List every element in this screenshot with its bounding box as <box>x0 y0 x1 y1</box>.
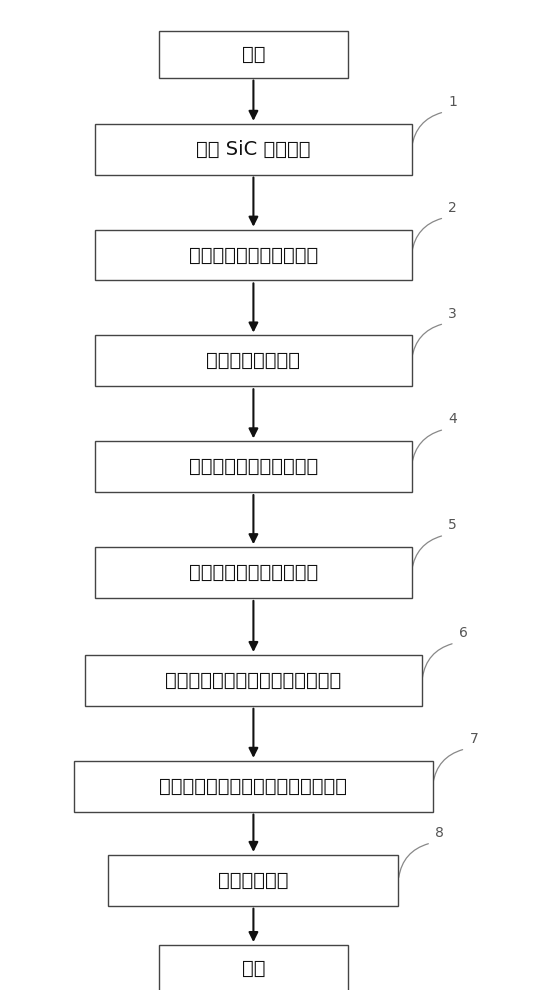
FancyBboxPatch shape <box>109 855 399 906</box>
FancyBboxPatch shape <box>85 655 422 706</box>
FancyBboxPatch shape <box>159 945 348 992</box>
Text: 匀光刻胶及光刻注入图形: 匀光刻胶及光刻注入图形 <box>189 563 318 582</box>
FancyBboxPatch shape <box>96 441 412 492</box>
Text: 继续刻蚀或腐蚀至离子牺牲层上表面: 继续刻蚀或腐蚀至离子牺牲层上表面 <box>159 777 348 796</box>
Text: 结束: 结束 <box>242 959 265 978</box>
FancyBboxPatch shape <box>74 761 433 812</box>
Text: 清洗 SiC 外延衬底: 清洗 SiC 外延衬底 <box>196 140 311 159</box>
Text: 刻蚀掩蔽层至选择性截止层上表面: 刻蚀掩蔽层至选择性截止层上表面 <box>165 671 341 690</box>
FancyBboxPatch shape <box>96 335 412 386</box>
Text: 1: 1 <box>449 95 457 109</box>
Text: 开始: 开始 <box>242 45 265 64</box>
FancyBboxPatch shape <box>96 124 412 175</box>
Text: 生长高温离子注入掩蔽层: 生长高温离子注入掩蔽层 <box>189 457 318 476</box>
Text: 8: 8 <box>435 826 444 840</box>
FancyBboxPatch shape <box>96 230 412 280</box>
Text: 去除光刻胶等: 去除光刻胶等 <box>218 871 289 890</box>
Text: 2: 2 <box>449 201 457 215</box>
Text: 生长选择性截止层: 生长选择性截止层 <box>206 351 300 370</box>
FancyBboxPatch shape <box>96 547 412 598</box>
Text: 3: 3 <box>449 307 457 321</box>
Text: 5: 5 <box>449 518 457 532</box>
Text: 生长超薄离子注入牺牲层: 生长超薄离子注入牺牲层 <box>189 245 318 264</box>
Text: 7: 7 <box>469 732 478 746</box>
Text: 4: 4 <box>449 412 457 426</box>
FancyBboxPatch shape <box>159 31 348 78</box>
Text: 6: 6 <box>459 626 468 640</box>
